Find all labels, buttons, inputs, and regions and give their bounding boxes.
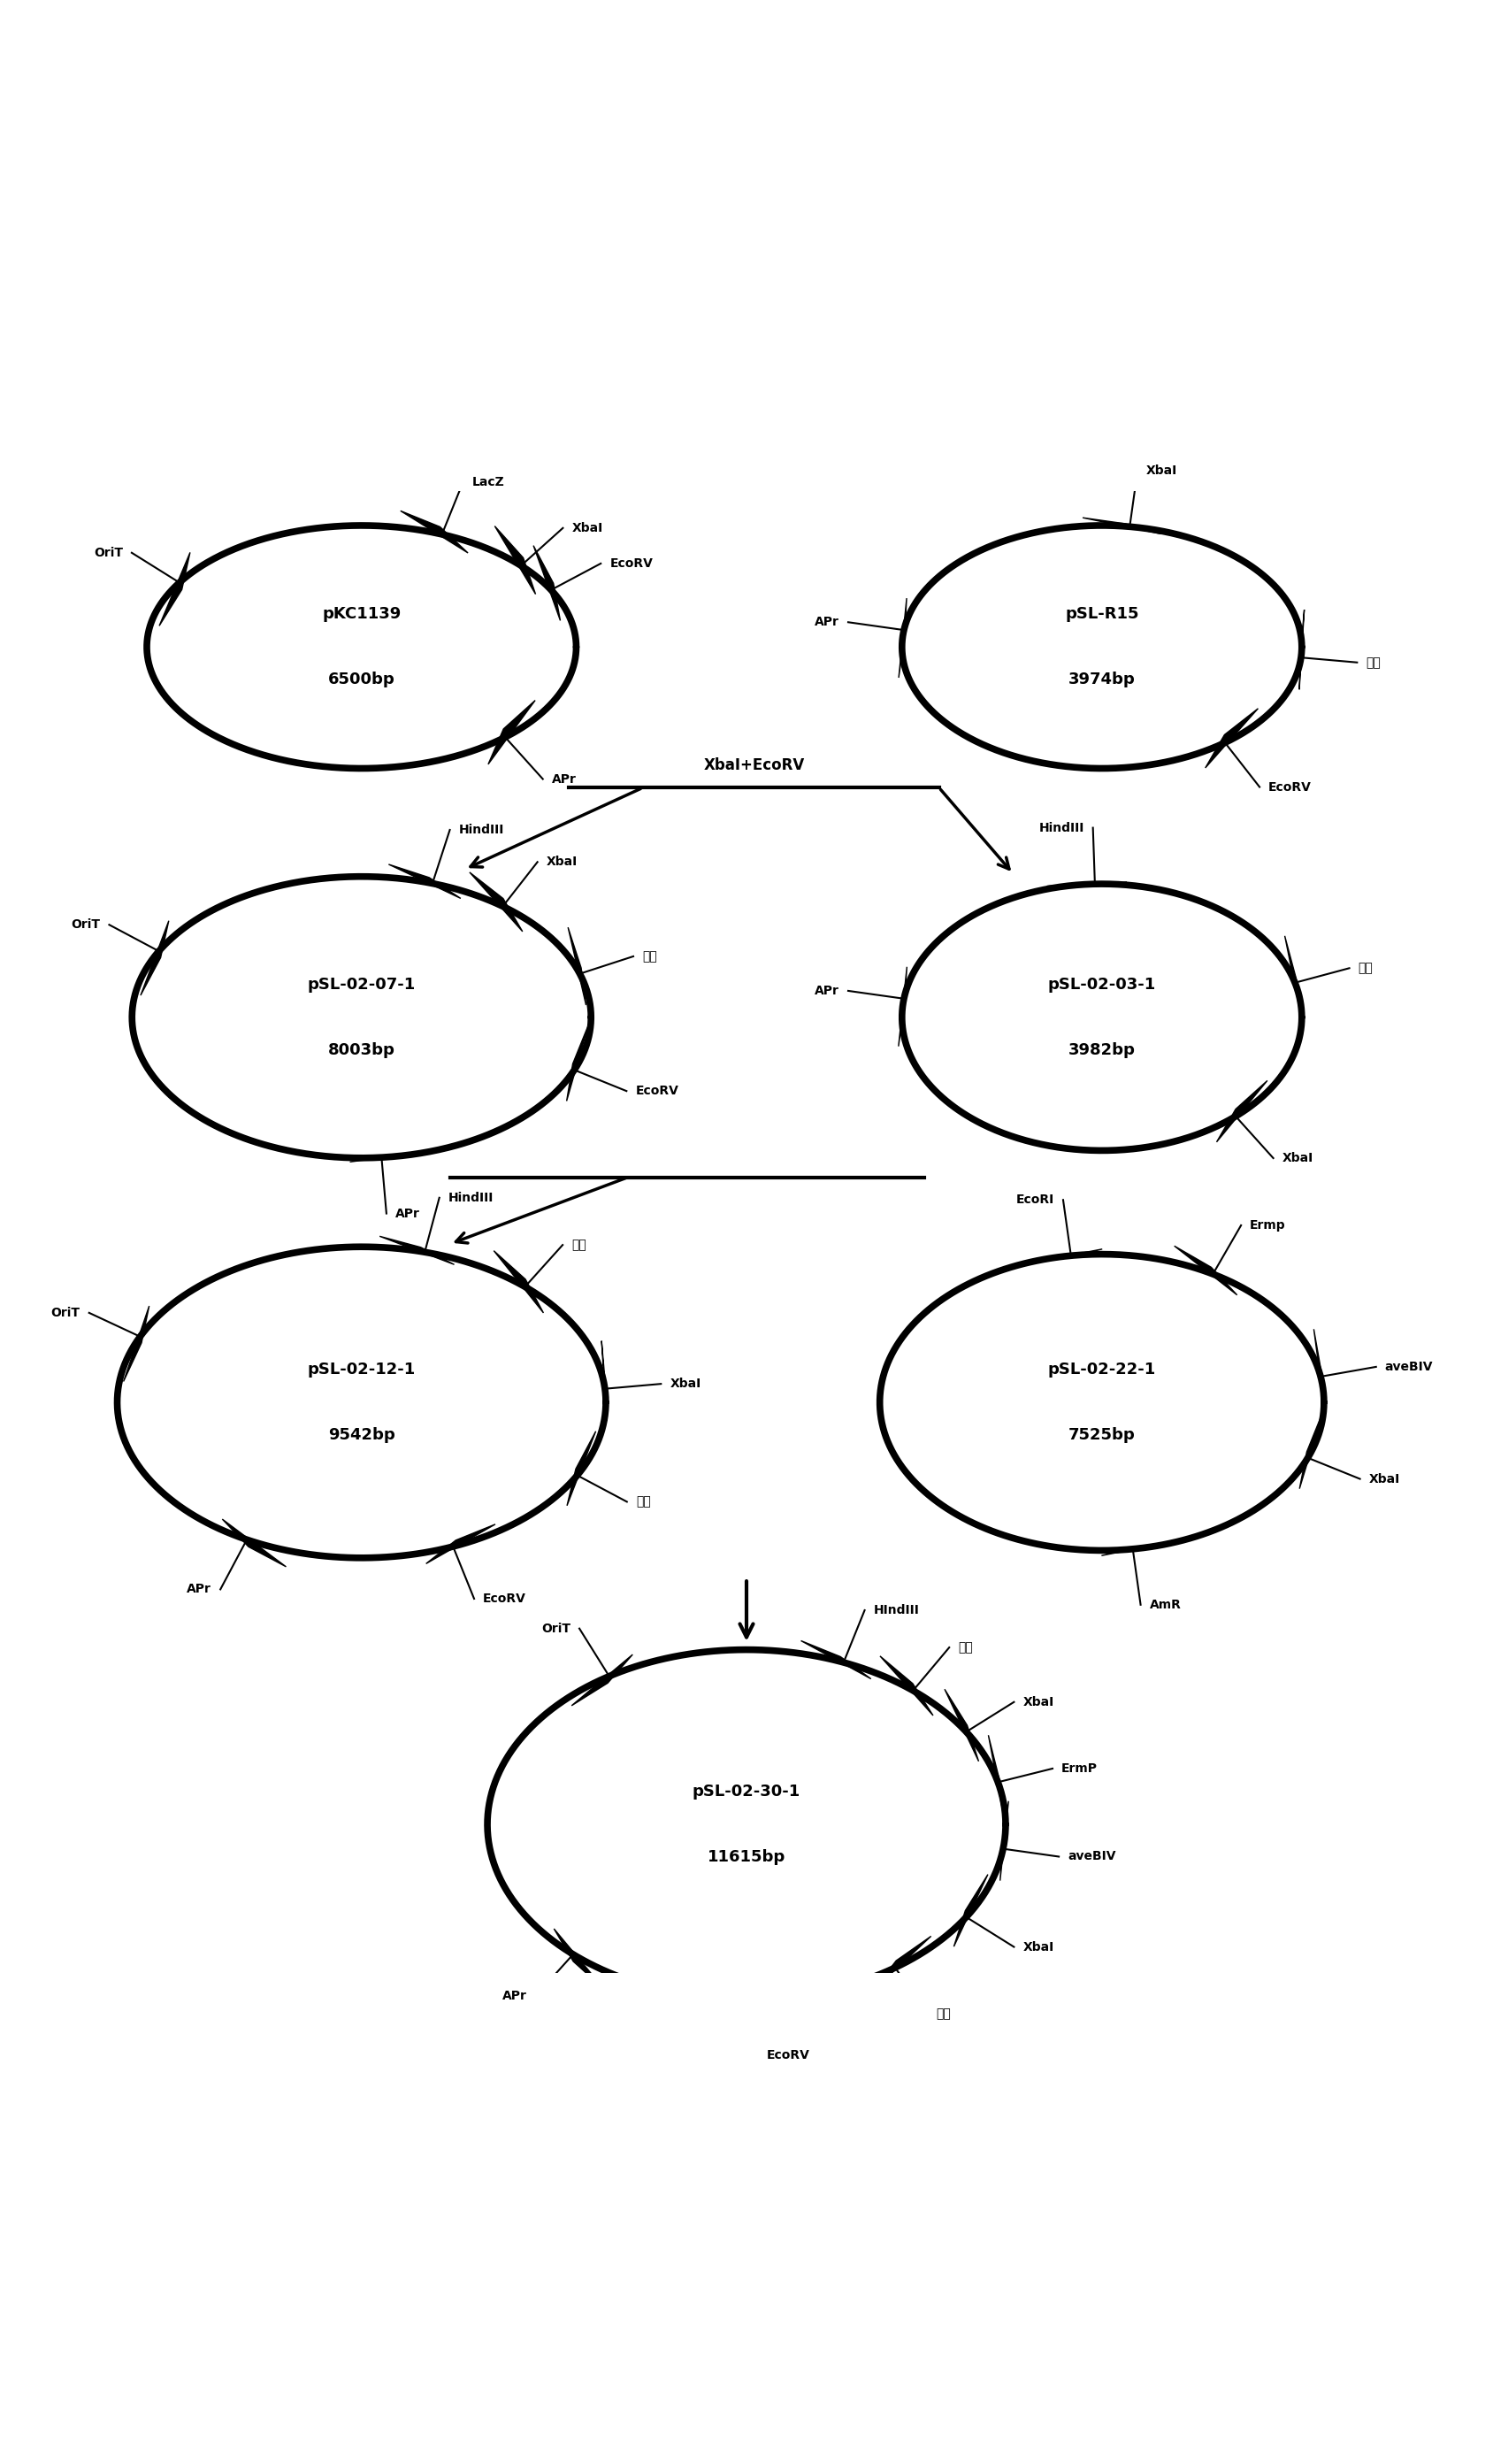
Text: APr: APr: [502, 1991, 527, 2003]
Text: AmR: AmR: [1150, 1599, 1181, 1611]
Text: OriT: OriT: [72, 919, 100, 931]
Text: HindIII: HindIII: [1039, 821, 1084, 833]
Text: XbaI: XbaI: [1282, 1153, 1314, 1165]
Text: XbaI+EcoRV: XbaI+EcoRV: [703, 756, 805, 774]
Text: OriT: OriT: [94, 547, 122, 559]
Text: aveBIV: aveBIV: [1386, 1360, 1433, 1372]
Polygon shape: [1175, 1247, 1238, 1296]
Text: OriT: OriT: [51, 1306, 81, 1318]
Polygon shape: [1314, 1328, 1324, 1409]
Text: 3974bp: 3974bp: [1069, 673, 1135, 687]
Polygon shape: [379, 1237, 454, 1264]
Text: 11615bp: 11615bp: [708, 1848, 785, 1865]
Text: XbaI: XbaI: [1023, 1695, 1054, 1708]
Polygon shape: [400, 510, 467, 552]
Polygon shape: [1024, 1249, 1102, 1264]
Text: OriT: OriT: [542, 1621, 570, 1634]
Polygon shape: [567, 926, 587, 1005]
Polygon shape: [945, 1690, 979, 1762]
Text: XbaI: XbaI: [1369, 1473, 1400, 1486]
Text: 左臂: 左臂: [959, 1641, 973, 1653]
Text: EcoRI: EcoRI: [1017, 1193, 1054, 1205]
Text: 左臂: 左臂: [572, 1239, 587, 1252]
Text: LacZ: LacZ: [472, 476, 505, 488]
Polygon shape: [426, 1525, 496, 1565]
Polygon shape: [567, 1432, 596, 1506]
Polygon shape: [1217, 1082, 1268, 1141]
Text: pSL-R15: pSL-R15: [1065, 606, 1139, 623]
Polygon shape: [1205, 710, 1259, 769]
Text: APr: APr: [187, 1584, 212, 1597]
Text: 3982bp: 3982bp: [1069, 1042, 1136, 1057]
Polygon shape: [873, 1937, 932, 1991]
Text: 8003bp: 8003bp: [328, 1042, 396, 1057]
Text: XbaI: XbaI: [1023, 1942, 1054, 1954]
Polygon shape: [494, 1252, 543, 1313]
Polygon shape: [533, 545, 560, 621]
Text: EcoRV: EcoRV: [609, 557, 652, 569]
Text: pSL-02-12-1: pSL-02-12-1: [308, 1363, 415, 1377]
Polygon shape: [488, 700, 534, 764]
Polygon shape: [879, 1656, 933, 1715]
Polygon shape: [470, 872, 523, 931]
Text: HindIII: HindIII: [448, 1193, 494, 1205]
Polygon shape: [899, 966, 906, 1047]
Text: 左臂: 左臂: [1359, 961, 1374, 973]
Text: APr: APr: [396, 1207, 420, 1220]
Text: APr: APr: [552, 774, 576, 786]
Polygon shape: [724, 1996, 803, 2001]
Text: XbaI: XbaI: [1147, 466, 1178, 478]
Text: 7525bp: 7525bp: [1069, 1427, 1135, 1444]
Polygon shape: [124, 1306, 149, 1382]
Polygon shape: [494, 527, 536, 594]
Text: HindIII: HindIII: [458, 823, 505, 835]
Text: APr: APr: [815, 986, 839, 998]
Polygon shape: [1047, 882, 1127, 887]
Text: EcoRV: EcoRV: [1269, 781, 1312, 793]
Polygon shape: [572, 1653, 633, 1705]
Text: 右臂: 右臂: [636, 1496, 651, 1508]
Polygon shape: [988, 1735, 1003, 1814]
Text: pSL-02-03-1: pSL-02-03-1: [1048, 976, 1156, 993]
Text: XbaI: XbaI: [546, 855, 578, 867]
Text: Ermp: Ermp: [1250, 1220, 1285, 1232]
Text: HIndIII: HIndIII: [873, 1604, 920, 1616]
Polygon shape: [349, 1151, 428, 1163]
Polygon shape: [800, 1641, 870, 1678]
Polygon shape: [1102, 1540, 1179, 1555]
Text: pKC1139: pKC1139: [322, 606, 402, 623]
Text: XbaI: XbaI: [670, 1377, 702, 1390]
Text: 右臂: 右臂: [642, 951, 657, 963]
Text: EcoRV: EcoRV: [766, 2050, 809, 2062]
Polygon shape: [160, 552, 190, 626]
Text: 右臂: 右臂: [1366, 655, 1381, 668]
Polygon shape: [602, 1340, 606, 1422]
Text: 9542bp: 9542bp: [328, 1427, 396, 1444]
Polygon shape: [222, 1520, 287, 1567]
Polygon shape: [1299, 1412, 1323, 1488]
Text: 右臂: 右臂: [936, 2008, 951, 2020]
Text: EcoRV: EcoRV: [484, 1592, 526, 1604]
Polygon shape: [899, 599, 906, 678]
Text: XbaI: XbaI: [572, 522, 603, 535]
Polygon shape: [554, 1929, 605, 1991]
Text: ErmP: ErmP: [1062, 1762, 1097, 1774]
Polygon shape: [954, 1875, 988, 1947]
Polygon shape: [388, 865, 461, 899]
Polygon shape: [140, 922, 169, 995]
Text: 6500bp: 6500bp: [328, 673, 396, 687]
Text: pSL-02-07-1: pSL-02-07-1: [308, 976, 415, 993]
Polygon shape: [1299, 609, 1305, 690]
Polygon shape: [1082, 517, 1162, 535]
Text: APr: APr: [815, 616, 839, 628]
Text: pSL-02-30-1: pSL-02-30-1: [693, 1784, 800, 1799]
Text: pSL-02-22-1: pSL-02-22-1: [1048, 1363, 1156, 1377]
Text: aveBIV: aveBIV: [1067, 1850, 1115, 1863]
Polygon shape: [1000, 1801, 1009, 1880]
Polygon shape: [567, 1025, 588, 1101]
Text: EcoRV: EcoRV: [636, 1084, 679, 1096]
Polygon shape: [1285, 936, 1300, 1015]
